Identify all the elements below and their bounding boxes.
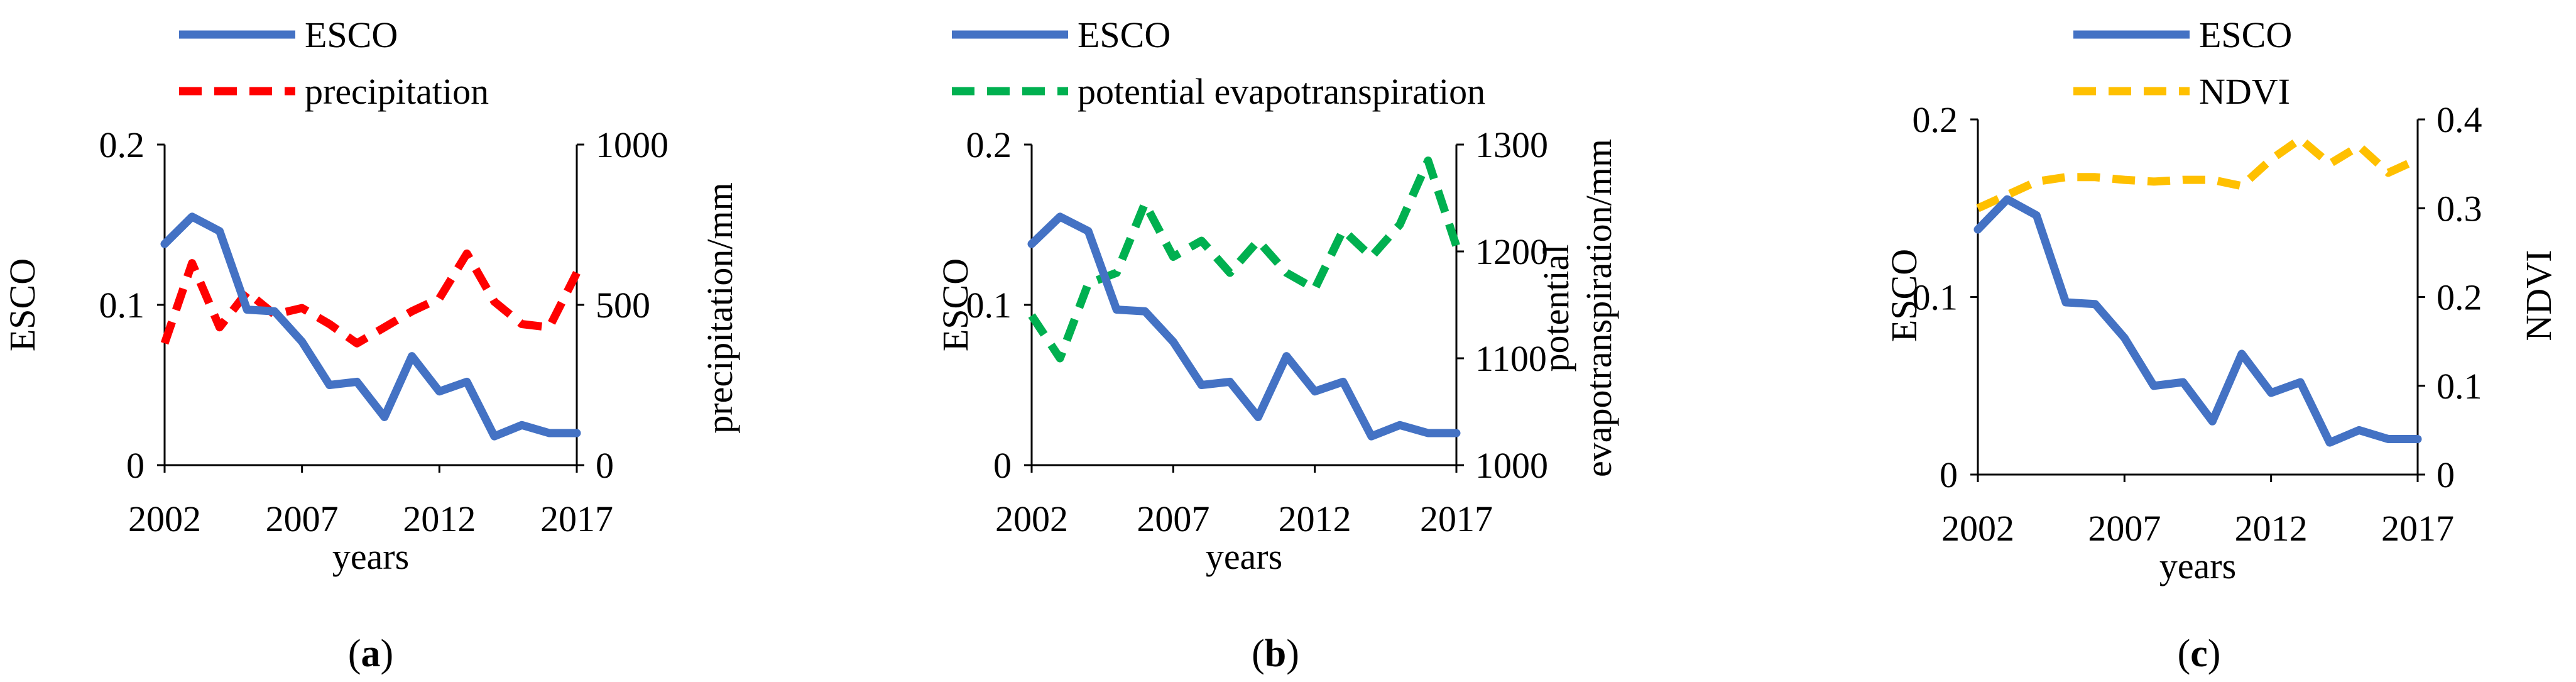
y-tick-label: 0.2 [966, 124, 1012, 165]
panel-caption: (a) [348, 632, 393, 675]
y2-tick-label: 0 [596, 445, 614, 486]
legend-label: precipitation [305, 71, 489, 112]
y2-tick-label: 0.1 [2437, 366, 2482, 407]
y2-tick-label: 0.2 [2437, 277, 2482, 318]
chart-c: 0 0.1 0.2 0 0.1 0.2 0.3 0.4 2002 2007 2012 2017 year… [1884, 14, 2559, 675]
panel-caption: (b) [1252, 632, 1299, 675]
x-axis-label: years [2159, 546, 2236, 586]
series-line-precipitation [160, 249, 581, 348]
y-axis-label: ESCO [1884, 249, 1924, 342]
y2-tick-label: 0 [2437, 454, 2455, 495]
chart-a: 0 0.1 0.2 0 500 1000 2002 2007 2012 2017 years ESCO… [2, 14, 740, 675]
x-tick-label: 2017 [2381, 508, 2454, 549]
y-tick-label: 0.1 [966, 285, 1012, 326]
x-tick-label: 2012 [403, 498, 476, 539]
y2-tick-label: 500 [596, 285, 650, 326]
x-tick-label: 2017 [540, 498, 613, 539]
x-tick-label: 2002 [128, 498, 201, 539]
series-line-esco [1027, 212, 1461, 441]
y-tick-label: 0.1 [99, 285, 145, 326]
series-line-ndvi [1976, 135, 2420, 212]
legend-label: NDVI [2199, 71, 2290, 112]
series-line-esco [160, 212, 581, 441]
y-tick-label: 0 [993, 445, 1012, 486]
y2-axis-label: NDVI [2518, 250, 2559, 341]
y-tick-label: 0.2 [99, 124, 145, 165]
x-tick-label: 2007 [266, 498, 339, 539]
y2-tick-label: 0.4 [2437, 99, 2482, 140]
y-tick-label: 0 [1940, 454, 1958, 495]
panel-caption: (c) [2178, 632, 2221, 675]
y2-tick-label: 1000 [1475, 445, 1548, 486]
y2-tick-label: 1300 [1475, 124, 1548, 165]
x-tick-label: 2002 [1941, 508, 2014, 549]
x-axis-label: years [332, 536, 409, 577]
y2-tick-label: 1200 [1475, 231, 1548, 272]
x-tick-label: 2017 [1420, 498, 1493, 539]
y-axis-label: ESCO [935, 258, 976, 351]
x-tick-label: 2012 [1279, 498, 1351, 539]
x-tick-label: 2002 [995, 498, 1068, 539]
y2-tick-label: 1000 [596, 124, 669, 165]
x-tick-label: 2012 [2235, 508, 2308, 549]
x-tick-label: 2007 [2088, 508, 2161, 549]
y2-axis-label: potential [1536, 245, 1576, 372]
y-tick-label: 0.1 [1913, 277, 1958, 318]
legend-label: potential evapotranspiration [1078, 71, 1485, 112]
y2-axis-label: evapotranspiration/mm [1578, 139, 1619, 477]
chart-b: 0 0.1 0.2 1000 1100 1200 1300 2002 2007 2012 2017 y… [935, 14, 1619, 675]
legend-label: ESCO [1078, 14, 1171, 55]
legend-label: ESCO [305, 14, 398, 55]
y2-axis-label: precipitation/mm [699, 182, 740, 433]
x-axis-label: years [1206, 536, 1282, 577]
x-tick-label: 2007 [1137, 498, 1209, 539]
y2-tick-label: 1100 [1475, 338, 1547, 379]
y-axis-label: ESCO [2, 258, 43, 351]
y-tick-label: 0 [126, 445, 145, 486]
y2-tick-label: 0.3 [2437, 188, 2482, 229]
series-line-esco [1973, 195, 2422, 447]
y-tick-label: 0.2 [1913, 99, 1958, 140]
legend-label: ESCO [2199, 14, 2292, 55]
